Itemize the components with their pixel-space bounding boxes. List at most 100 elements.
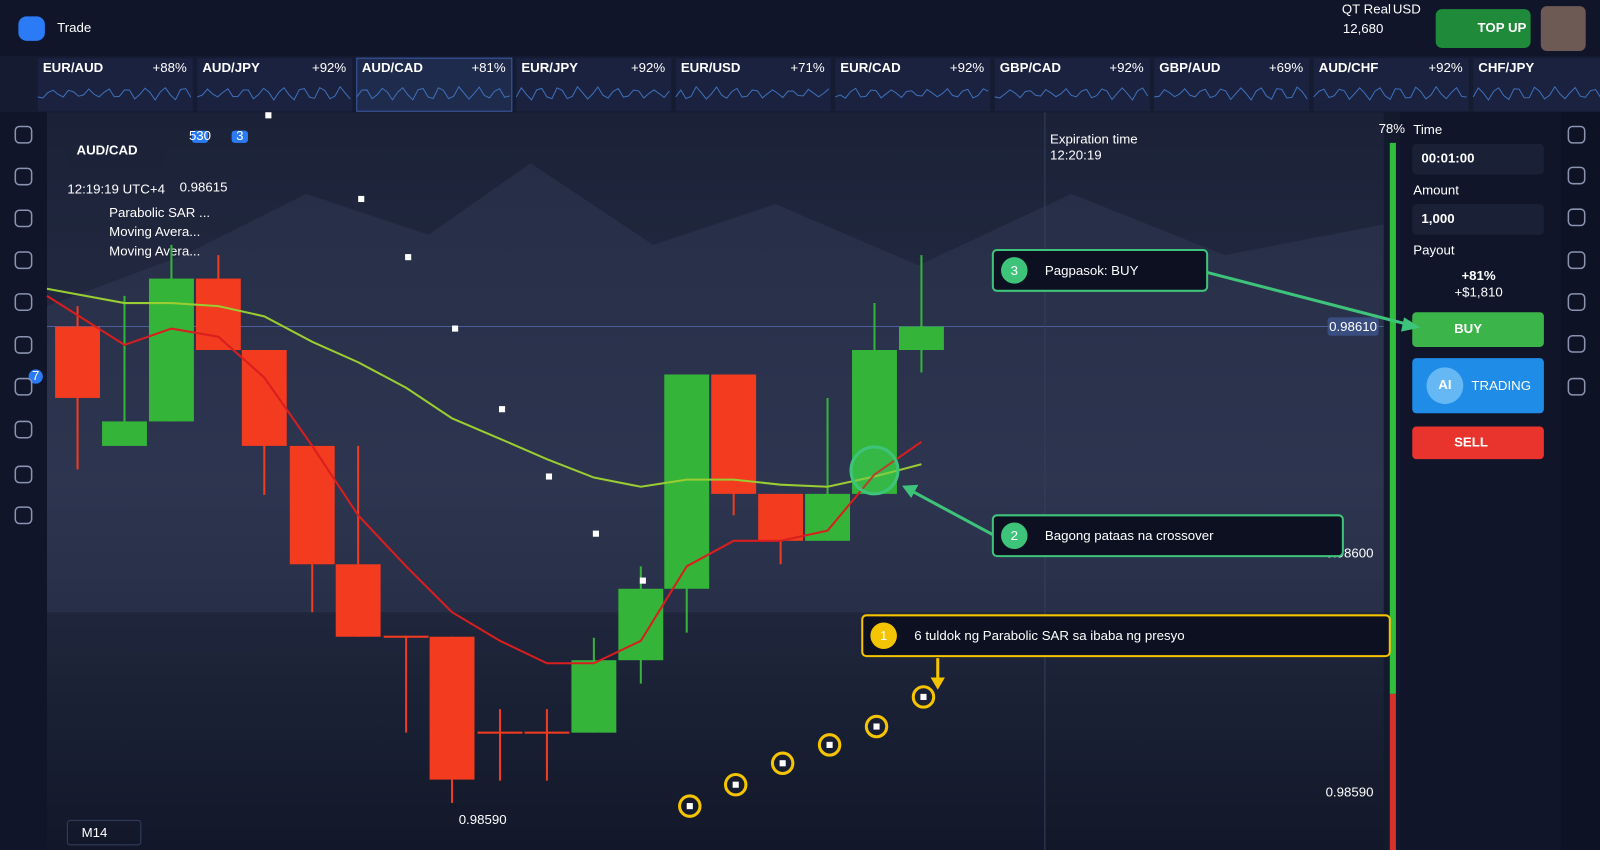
expiration-label: Expiration time — [1050, 131, 1138, 146]
time-input[interactable] — [1412, 143, 1544, 175]
right-icon[interactable] — [1567, 125, 1586, 144]
right-icon[interactable] — [1567, 166, 1586, 185]
price-tag — [1327, 317, 1379, 336]
annotation-text: Pagpasok: BUY — [1045, 263, 1139, 278]
arrow — [912, 490, 994, 537]
candle-body — [758, 493, 804, 541]
indicator-name: Moving Avera... — [109, 244, 200, 259]
candle-body — [102, 421, 147, 446]
sparkline — [1472, 85, 1600, 101]
ticker-tab[interactable] — [197, 58, 353, 112]
sar-dot — [592, 530, 599, 537]
sar-highlight — [864, 714, 889, 739]
sidebar-icon[interactable] — [14, 335, 33, 354]
sentiment-up — [1389, 142, 1396, 694]
ticker-tab[interactable] — [1473, 58, 1600, 112]
ticker-tab[interactable] — [356, 57, 513, 112]
tab-payout: +69% — [1269, 60, 1303, 75]
ticker-tab[interactable] — [1154, 58, 1310, 112]
sell-button[interactable] — [1412, 426, 1544, 460]
tab-payout: +71% — [790, 60, 824, 75]
sar-dot — [779, 760, 786, 767]
top-up-label: TOP UP — [1478, 20, 1527, 35]
ticker-tab[interactable] — [1313, 58, 1469, 112]
right-icon[interactable] — [1567, 208, 1586, 227]
timeframe-button[interactable] — [66, 819, 142, 846]
asset-name: AUD/CAD — [77, 143, 139, 158]
sar-dot — [826, 741, 833, 748]
chart-price: 0.98615 — [180, 179, 228, 194]
payout-label: Payout — [1413, 243, 1455, 258]
tab-payout: +88% — [152, 60, 186, 75]
sentiment: 78% — [1379, 121, 1406, 136]
annotation-number-circle — [870, 622, 897, 649]
buy-button[interactable] — [1412, 312, 1544, 347]
tool-badge-count: 530 — [189, 128, 211, 143]
sidebar-icon[interactable] — [14, 377, 33, 396]
sar-dot — [920, 693, 927, 700]
tool-badge — [231, 130, 248, 143]
candle-body — [195, 278, 241, 350]
sar-highlight — [817, 733, 842, 757]
right-icon[interactable] — [1567, 293, 1586, 311]
tab-pair: EUR/CAD — [840, 60, 901, 75]
annotation-text: 6 tuldok ng Parabolic SAR sa ibaba ng pr… — [914, 628, 1184, 643]
trading-label: TRADING — [1471, 378, 1531, 393]
time-value: 00:01:00 — [1421, 151, 1474, 166]
sidebar-icon[interactable] — [14, 465, 33, 484]
amount-label: Amount — [1413, 182, 1459, 197]
candle-body — [148, 278, 194, 422]
ticker-tab[interactable] — [675, 58, 831, 112]
amount-input[interactable] — [1412, 204, 1544, 235]
sar-dot — [686, 803, 693, 810]
sparkline — [515, 85, 670, 101]
badge — [28, 369, 43, 384]
sidebar-icon[interactable] — [14, 293, 33, 311]
sar-highlight — [678, 794, 702, 818]
logo-icon — [18, 16, 45, 41]
tab-payout: +92% — [312, 60, 346, 75]
asset-selector[interactable] — [67, 135, 166, 167]
tab-pair: EUR/AUD — [43, 60, 104, 75]
sar-dot — [873, 723, 880, 730]
annotation-number-circle — [1001, 522, 1028, 549]
tab-pair: GBP/AUD — [1159, 60, 1221, 75]
sar-dot — [452, 325, 459, 332]
sar-highlight — [723, 772, 748, 797]
top-up-button[interactable] — [1435, 9, 1531, 48]
ticker-tab[interactable] — [37, 58, 193, 112]
ticker-tab[interactable] — [994, 58, 1150, 112]
annotation-box — [991, 514, 1344, 558]
sidebar-icon[interactable] — [14, 209, 33, 228]
tab-payout: +92% — [1428, 60, 1462, 75]
right-icon[interactable] — [1567, 377, 1586, 396]
currency: USD — [1393, 2, 1421, 17]
sidebar-icon[interactable] — [14, 167, 33, 186]
ticker-tab[interactable] — [516, 58, 672, 112]
indicator-name: Moving Avera... — [109, 224, 200, 239]
sparkline — [356, 85, 510, 101]
candle-body — [55, 326, 100, 398]
avatar[interactable] — [1540, 6, 1586, 52]
top-bar — [0, 0, 1600, 57]
ticker-tab[interactable] — [835, 58, 991, 112]
sar-dot — [405, 254, 412, 261]
tab-pair: AUD/JPY — [202, 60, 260, 75]
annotation-text: Bagong pataas na crossover — [1045, 528, 1214, 543]
tab-pair: AUD/CHF — [1319, 60, 1379, 75]
sidebar-icon[interactable] — [14, 125, 33, 144]
sparkline — [835, 87, 989, 99]
right-icon[interactable] — [1567, 334, 1586, 353]
sidebar-icon[interactable] — [14, 506, 33, 525]
right-icon[interactable] — [1567, 251, 1586, 270]
sar-dot — [498, 406, 506, 413]
sidebar-icon[interactable] — [14, 420, 33, 439]
tab-pair: EUR/USD — [681, 60, 741, 75]
expiration-time: 12:20:19 — [1050, 148, 1102, 163]
annotation-box — [991, 248, 1209, 292]
candle-body — [898, 326, 944, 350]
badge-count: 7 — [32, 368, 39, 383]
sidebar-icon[interactable] — [14, 251, 33, 270]
annotation-number: 1 — [880, 628, 887, 643]
